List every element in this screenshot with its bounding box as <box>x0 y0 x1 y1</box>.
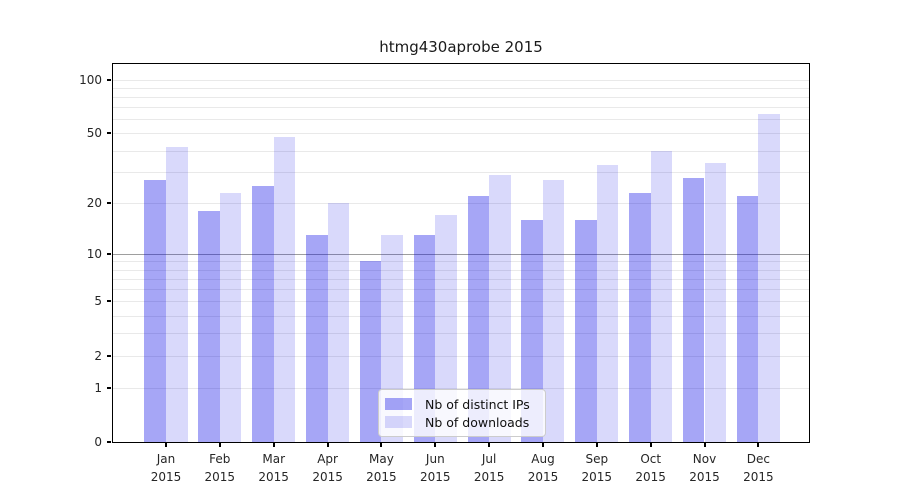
y-tick-label-10: 10 <box>86 246 102 261</box>
gridline-100 <box>113 79 809 81</box>
legend-swatch-distinct-ips <box>385 398 412 410</box>
x-tick-mark-jan <box>165 443 167 447</box>
gridline-30 <box>113 172 809 174</box>
bar-distinct-ips-nov <box>682 177 705 442</box>
bar-downloads-feb <box>219 192 242 442</box>
y-tick-label-5: 5 <box>94 294 102 309</box>
y-tick-mark-50 <box>107 132 111 135</box>
bar-downloads-aug <box>542 180 565 442</box>
x-tick-mark-dec <box>757 443 760 447</box>
x-tick-label-mar: Mar 2015 <box>258 452 289 484</box>
x-tick-label-nov: Nov 2015 <box>689 452 720 484</box>
gridline-40 <box>113 150 809 152</box>
x-tick-mark-jun <box>434 443 437 447</box>
gridline-8 <box>113 269 809 271</box>
legend-label-distinct-ips: Nb of distinct IPs <box>425 396 530 412</box>
chart-title: htmg430aprobe 2015 <box>379 38 543 56</box>
y-tick-mark-5 <box>107 300 111 303</box>
legend-item-distinct-ips: Nb of distinct IPs <box>385 397 539 412</box>
bar-downloads-oct <box>650 150 673 442</box>
gridline-1 <box>113 387 809 389</box>
x-tick-mark-mar <box>272 443 275 447</box>
gridline-2 <box>113 355 809 357</box>
x-tick-label-aug: Aug 2015 <box>527 452 559 484</box>
x-tick-mark-oct <box>649 443 652 447</box>
gridline-50 <box>113 133 809 135</box>
bar-distinct-ips-aug <box>521 219 543 442</box>
x-tick-label-sep: Sep 2015 <box>581 452 613 484</box>
x-tick-mark-nov <box>703 443 706 447</box>
x-tick-mark-apr <box>326 443 329 447</box>
y-tick-mark-20 <box>107 202 111 204</box>
legend-swatch-downloads <box>385 416 412 428</box>
bar-downloads-dec <box>758 114 780 442</box>
y-tick-mark-0 <box>107 441 111 443</box>
x-tick-label-may: May 2015 <box>366 452 397 484</box>
bar-downloads-jul <box>489 175 511 442</box>
x-tick-mark-jul <box>488 443 491 447</box>
bar-downloads-jan <box>166 146 188 442</box>
gridline-4 <box>113 315 809 317</box>
gridline-60 <box>113 119 809 121</box>
x-tick-label-jun: Jun 2015 <box>420 452 451 484</box>
y-tick-label-2: 2 <box>94 348 102 363</box>
x-tick-label-dec: Dec 2015 <box>743 452 774 484</box>
gridline-3 <box>113 333 809 335</box>
legend: Nb of distinct IPs Nb of downloads <box>378 389 546 437</box>
bar-distinct-ips-dec <box>736 195 759 442</box>
gridline-80 <box>113 97 809 98</box>
bar-distinct-ips-feb <box>198 210 220 442</box>
y-tick-mark-10 <box>107 252 111 255</box>
gridline-9 <box>113 261 809 263</box>
gridline-90 <box>113 87 809 89</box>
bar-downloads-sep <box>596 165 619 442</box>
bar-distinct-ips-mar <box>252 186 274 442</box>
x-tick-label-jul: Jul 2015 <box>473 452 505 484</box>
x-tick-mark-may <box>380 443 383 447</box>
gridline-20 <box>113 203 809 204</box>
gridline-5 <box>113 301 809 303</box>
gridline-6 <box>113 289 809 291</box>
y-tick-mark-100 <box>107 78 111 81</box>
legend-label-downloads: Nb of downloads <box>425 414 530 430</box>
bar-downloads-jun <box>435 215 457 442</box>
x-tick-mark-sep <box>595 443 598 447</box>
y-tick-mark-2 <box>107 354 111 357</box>
y-tick-label-100: 100 <box>79 72 102 87</box>
x-tick-label-oct: Oct 2015 <box>635 452 666 484</box>
x-tick-label-apr: Apr 2015 <box>312 452 343 484</box>
x-tick-mark-feb <box>218 443 221 447</box>
gridline-7 <box>113 278 809 280</box>
bar-distinct-ips-sep <box>575 219 597 442</box>
bar-distinct-ips-jul <box>467 195 490 442</box>
x-tick-label-feb: Feb 2015 <box>204 452 236 484</box>
y-tick-label-20: 20 <box>86 196 102 210</box>
bar-downloads-mar <box>273 136 296 442</box>
bar-downloads-apr <box>327 203 350 442</box>
bar-distinct-ips-oct <box>629 192 651 442</box>
bar-downloads-nov <box>704 162 727 442</box>
y-tick-label-1: 1 <box>94 380 102 395</box>
x-tick-label-jan: Jan 2015 <box>150 452 182 484</box>
gridline-70 <box>113 107 809 109</box>
y-tick-mark-1 <box>107 386 111 389</box>
bar-distinct-ips-may <box>359 261 382 442</box>
legend-item-downloads: Nb of downloads <box>385 415 539 430</box>
x-tick-mark-aug <box>542 443 544 447</box>
gridline-10 <box>113 253 809 255</box>
y-tick-label-0: 0 <box>94 435 102 449</box>
bar-distinct-ips-apr <box>306 234 328 442</box>
y-tick-label-50: 50 <box>86 126 102 141</box>
plot-area <box>112 63 810 443</box>
bar-distinct-ips-jan <box>144 180 166 442</box>
